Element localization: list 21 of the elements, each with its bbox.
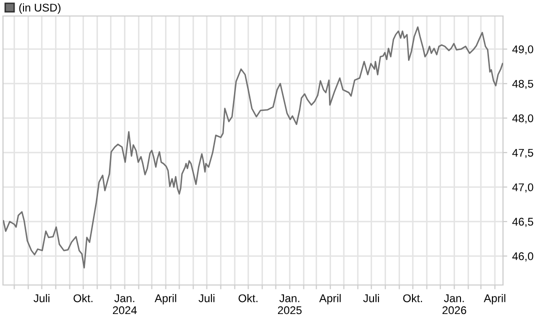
x-tick-label: Jan. 2026 — [442, 294, 466, 314]
x-tick-label: Juli — [34, 294, 50, 302]
x-tick-label: Juli — [198, 294, 214, 302]
x-tick-label: Okt. — [403, 294, 422, 302]
x-tick-label: Okt. — [74, 294, 92, 302]
x-tick-label: Juli — [363, 294, 379, 302]
x-tick-label: April — [484, 294, 506, 304]
y-tick-label: 47,0 — [512, 183, 534, 193]
y-tick-label: 48,0 — [512, 114, 534, 124]
x-tick-label: April — [154, 294, 176, 304]
x-tick-label: Jan. 2025 — [278, 294, 302, 314]
y-tick-label: 46,5 — [512, 218, 534, 227]
x-tick-label: Jan. 2024 — [112, 294, 137, 314]
y-tick-label: 48,5 — [512, 80, 534, 90]
y-tick-label: 47,5 — [512, 148, 534, 158]
legend-label: (in USD) — [19, 3, 60, 14]
line-series — [3, 26, 503, 268]
x-tick-label: April — [319, 294, 341, 304]
y-tick-label: 46,0 — [512, 252, 534, 262]
x-tick-label: Okt. — [238, 294, 258, 302]
y-tick-label: 49,0 — [512, 45, 534, 55]
